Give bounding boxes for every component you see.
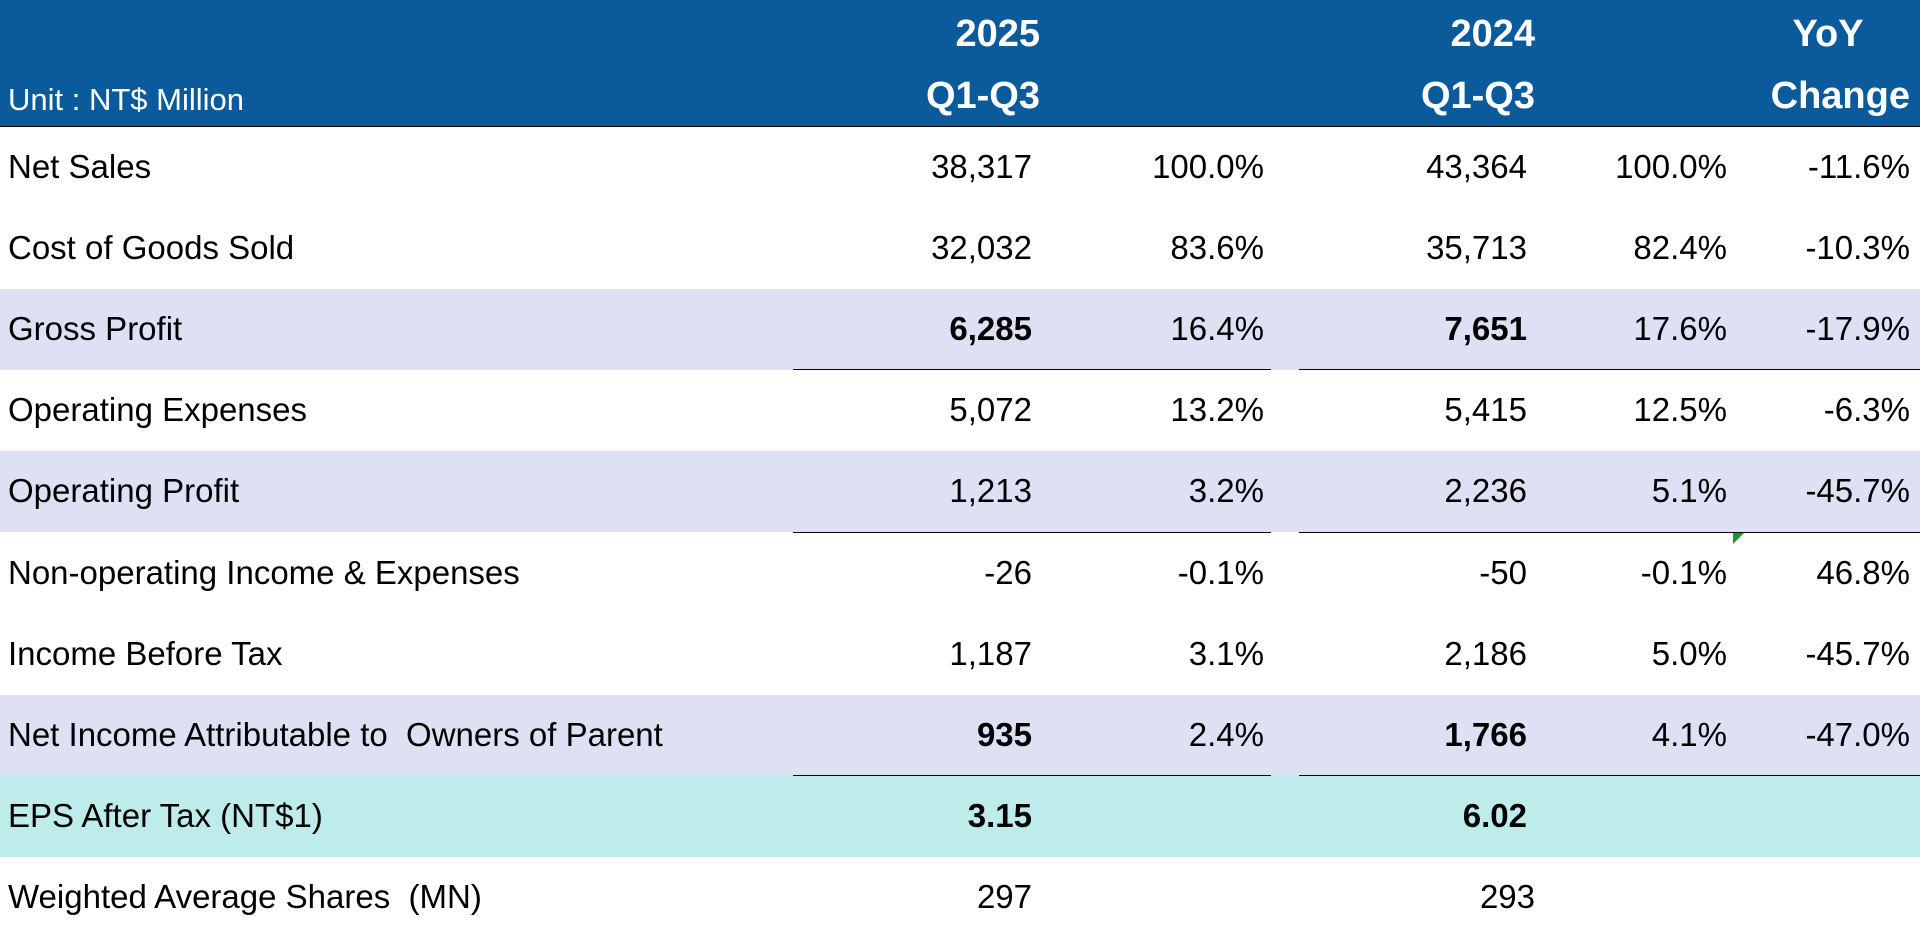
column-year: 2024 bbox=[1450, 13, 1535, 55]
table-row: Income Before Tax 1,187 3.1% 2,186 5.0% -45.7… bbox=[0, 614, 1920, 695]
table-row: EPS After Tax (NT$1) 3.15 6.02 bbox=[0, 775, 1920, 857]
row-rule bbox=[793, 369, 1271, 371]
unit-label: Unit : NT$ Million bbox=[8, 82, 244, 117]
cell-value: 6.02 bbox=[1462, 796, 1527, 834]
cell-value: 293 bbox=[1479, 877, 1535, 915]
table-row: Operating Expenses 5,072 13.2% 5,415 12.5% -6… bbox=[0, 370, 1920, 451]
column-period: Q1-Q3 bbox=[1420, 75, 1535, 117]
cell-value: 4.1% bbox=[1651, 715, 1727, 753]
cell-value: 3.15 bbox=[967, 796, 1032, 834]
row-label: Non-operating Income & Expenses bbox=[8, 553, 520, 591]
cell-value: 2.4% bbox=[1188, 715, 1264, 753]
cell-value: -0.1% bbox=[1177, 553, 1264, 591]
cell-value: -6.3% bbox=[1823, 391, 1910, 429]
table-row: Net Sales 38,317 100.0% 43,364 100.0% -11.6% bbox=[0, 127, 1920, 208]
column-period: Change bbox=[1770, 75, 1910, 117]
table-row: Operating Profit 1,213 3.2% 2,236 5.1% -45.7% bbox=[0, 451, 1920, 533]
column-year: 2025 bbox=[955, 13, 1040, 55]
cell-value: 46.8% bbox=[1816, 553, 1910, 591]
cell-value: 32,032 bbox=[931, 229, 1032, 267]
cell-value: -17.9% bbox=[1805, 310, 1910, 348]
cell-value: 6,285 bbox=[949, 310, 1032, 348]
comment-marker bbox=[1733, 532, 1744, 544]
column-period: Q1-Q3 bbox=[925, 75, 1040, 117]
row-rule bbox=[793, 531, 1271, 533]
cell-value: 83.6% bbox=[1170, 229, 1264, 267]
row-rule bbox=[1299, 531, 1920, 533]
row-label: Net Sales bbox=[8, 148, 152, 185]
table-row: Gross Profit 6,285 16.4% 7,651 17.6% -17.9% bbox=[0, 289, 1920, 371]
cell-value: -0.1% bbox=[1640, 553, 1727, 591]
cell-value: 100.0% bbox=[1152, 148, 1264, 185]
cell-value: 935 bbox=[976, 715, 1032, 753]
cell-value: 43,364 bbox=[1426, 148, 1527, 185]
row-label: Weighted Average Shares (MN) bbox=[8, 877, 482, 915]
row-label: EPS After Tax (NT$1) bbox=[8, 796, 323, 834]
cell-value: 38,317 bbox=[931, 148, 1032, 185]
cell-value: -47.0% bbox=[1805, 715, 1910, 753]
cell-value: 297 bbox=[976, 877, 1032, 915]
table-row: Weighted Average Shares (MN) 297 293 bbox=[0, 857, 1920, 938]
cell-value: 82.4% bbox=[1633, 229, 1727, 267]
cell-value: -45.7% bbox=[1805, 634, 1910, 672]
cell-value: 5.0% bbox=[1651, 634, 1727, 672]
table-row: Net Income Attributable to Owners of Par… bbox=[0, 694, 1920, 776]
cell-value: 1,187 bbox=[949, 634, 1032, 672]
cell-value: 35,713 bbox=[1426, 229, 1527, 267]
row-rule bbox=[1299, 369, 1920, 371]
cell-value: 3.2% bbox=[1188, 472, 1264, 510]
row-label: Operating Expenses bbox=[8, 391, 308, 429]
cell-value: 13.2% bbox=[1170, 391, 1264, 429]
row-label: Operating Profit bbox=[8, 472, 240, 510]
column-year: YoY bbox=[1792, 13, 1864, 55]
table-row: Non-operating Income & Expenses -26 -0.1% -… bbox=[0, 533, 1920, 614]
cell-value: 12.5% bbox=[1633, 391, 1727, 429]
cell-value: 5.1% bbox=[1651, 472, 1727, 510]
row-label: Net Income Attributable to Owners of Par… bbox=[8, 715, 663, 753]
cell-value: -45.7% bbox=[1805, 472, 1910, 510]
cell-value: -50 bbox=[1479, 553, 1527, 591]
cell-value: 7,651 bbox=[1444, 310, 1527, 348]
header-bar: Unit : NT$ Million 2025 Q1-Q3 2024 Q1-Q3 YoY… bbox=[0, 0, 1920, 127]
cell-value: 1,766 bbox=[1444, 715, 1527, 753]
cell-value: 5,415 bbox=[1444, 391, 1527, 429]
cell-value: 16.4% bbox=[1170, 310, 1264, 348]
cell-value: -26 bbox=[984, 553, 1032, 591]
cell-value: 2,236 bbox=[1444, 472, 1527, 510]
table-row: Cost of Goods Sold 32,032 83.6% 35,713 82.4%… bbox=[0, 208, 1920, 289]
cell-value: -10.3% bbox=[1805, 229, 1910, 267]
cell-value: 5,072 bbox=[949, 391, 1032, 429]
row-label: Income Before Tax bbox=[8, 634, 283, 672]
cell-value: 100.0% bbox=[1615, 148, 1727, 185]
cell-value: 2,186 bbox=[1444, 634, 1527, 672]
cell-value: 1,213 bbox=[949, 472, 1032, 510]
row-label: Gross Profit bbox=[8, 310, 183, 348]
cell-value: -11.6% bbox=[1807, 148, 1910, 185]
cell-value: 3.1% bbox=[1188, 634, 1264, 672]
row-label: Cost of Goods Sold bbox=[8, 229, 295, 267]
cell-value: 17.6% bbox=[1633, 310, 1727, 348]
